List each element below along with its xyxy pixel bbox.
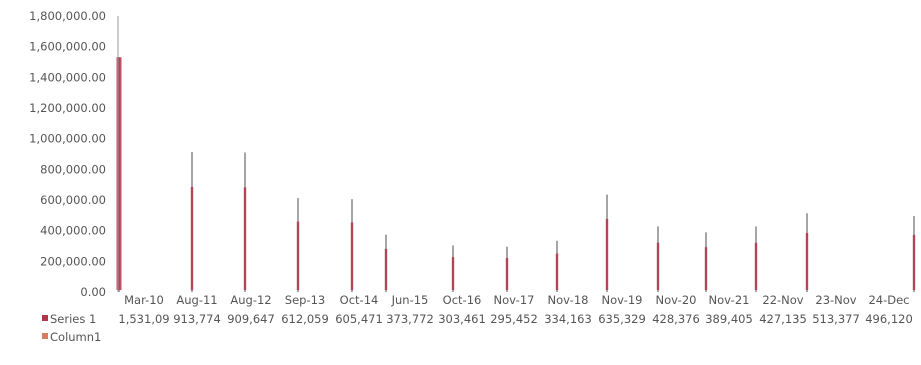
x-tick-label: Sep-13 (285, 293, 325, 307)
data-table-value: 428,376 (652, 312, 700, 326)
y-tick-label: 1,800,000.00 (29, 9, 106, 23)
x-tick-label: Aug-12 (230, 293, 271, 307)
bars (116, 57, 916, 292)
x-tick-label: Nov-20 (656, 293, 697, 307)
bar (555, 253, 559, 290)
y-tick-label: 0.00 (80, 285, 106, 299)
y-tick-label: 200,000.00 (40, 254, 106, 268)
data-table-value: 303,461 (438, 312, 486, 326)
y-tick-label: 1,600,000.00 (29, 40, 106, 54)
x-tick-label: Nov-21 (709, 293, 750, 307)
x-tick-label: Mar-10 (124, 293, 164, 307)
y-tick-label: 600,000.00 (40, 193, 106, 207)
bar (190, 186, 194, 290)
legend: Series 1 Column1 (42, 312, 101, 344)
x-tick-label: Aug-11 (176, 293, 217, 307)
bar (243, 187, 247, 290)
bar (805, 232, 809, 290)
data-table-value: 605,471 (335, 312, 383, 326)
bar (384, 249, 388, 290)
y-axis: 1,800,000.00 1,600,000.00 1,400,000.00 1,20… (29, 9, 106, 299)
bar (350, 222, 354, 290)
data-table-value: 295,452 (490, 312, 538, 326)
data-table: 1,531,09 913,774 909,647 612,059 605,471 373,… (118, 312, 912, 326)
y-tick-label: 400,000.00 (40, 224, 106, 238)
x-tick-label: 22-Nov (762, 293, 803, 307)
x-tick-label: 24-Dec (868, 293, 909, 307)
x-tick-label: Oct-14 (340, 293, 379, 307)
x-axis-categories: Mar-10 Aug-11 Aug-12 Sep-13 Oct-14 Jun-15 Oct-… (124, 293, 909, 307)
x-tick-label: Nov-19 (602, 293, 643, 307)
data-table-value: 635,329 (598, 312, 646, 326)
bar (912, 234, 916, 290)
data-table-value: 1,531,09 (118, 312, 169, 326)
x-tick-label: 23-Nov (815, 293, 856, 307)
legend-label: Column1 (50, 330, 101, 344)
x-tick-label: Nov-17 (494, 293, 535, 307)
data-table-value: 334,163 (544, 312, 592, 326)
bar (605, 218, 609, 290)
data-table-value: 427,135 (759, 312, 807, 326)
bar (656, 242, 660, 290)
data-table-value: 909,647 (227, 312, 275, 326)
data-table-value: 913,774 (173, 312, 221, 326)
legend-swatch (42, 333, 48, 339)
legend-label: Series 1 (50, 312, 96, 326)
bar (505, 258, 509, 290)
legend-swatch (42, 315, 48, 321)
x-tick-label: Nov-18 (548, 293, 589, 307)
data-table-value: 389,405 (705, 312, 753, 326)
x-tick-label: Jun-15 (391, 293, 429, 307)
bar (296, 221, 300, 290)
bar (754, 242, 758, 290)
x-tick-label: Oct-16 (443, 293, 482, 307)
data-table-value: 513,377 (812, 312, 860, 326)
bar (451, 257, 455, 290)
data-table-value: 496,120 (865, 312, 913, 326)
bar (116, 57, 122, 290)
y-tick-label: 800,000.00 (40, 162, 106, 176)
data-table-value: 612,059 (281, 312, 329, 326)
y-tick-label: 1,000,000.00 (29, 132, 106, 146)
y-tick-label: 1,400,000.00 (29, 70, 106, 84)
data-table-value: 373,772 (386, 312, 434, 326)
bar (704, 247, 708, 290)
y-tick-label: 1,200,000.00 (29, 101, 106, 115)
